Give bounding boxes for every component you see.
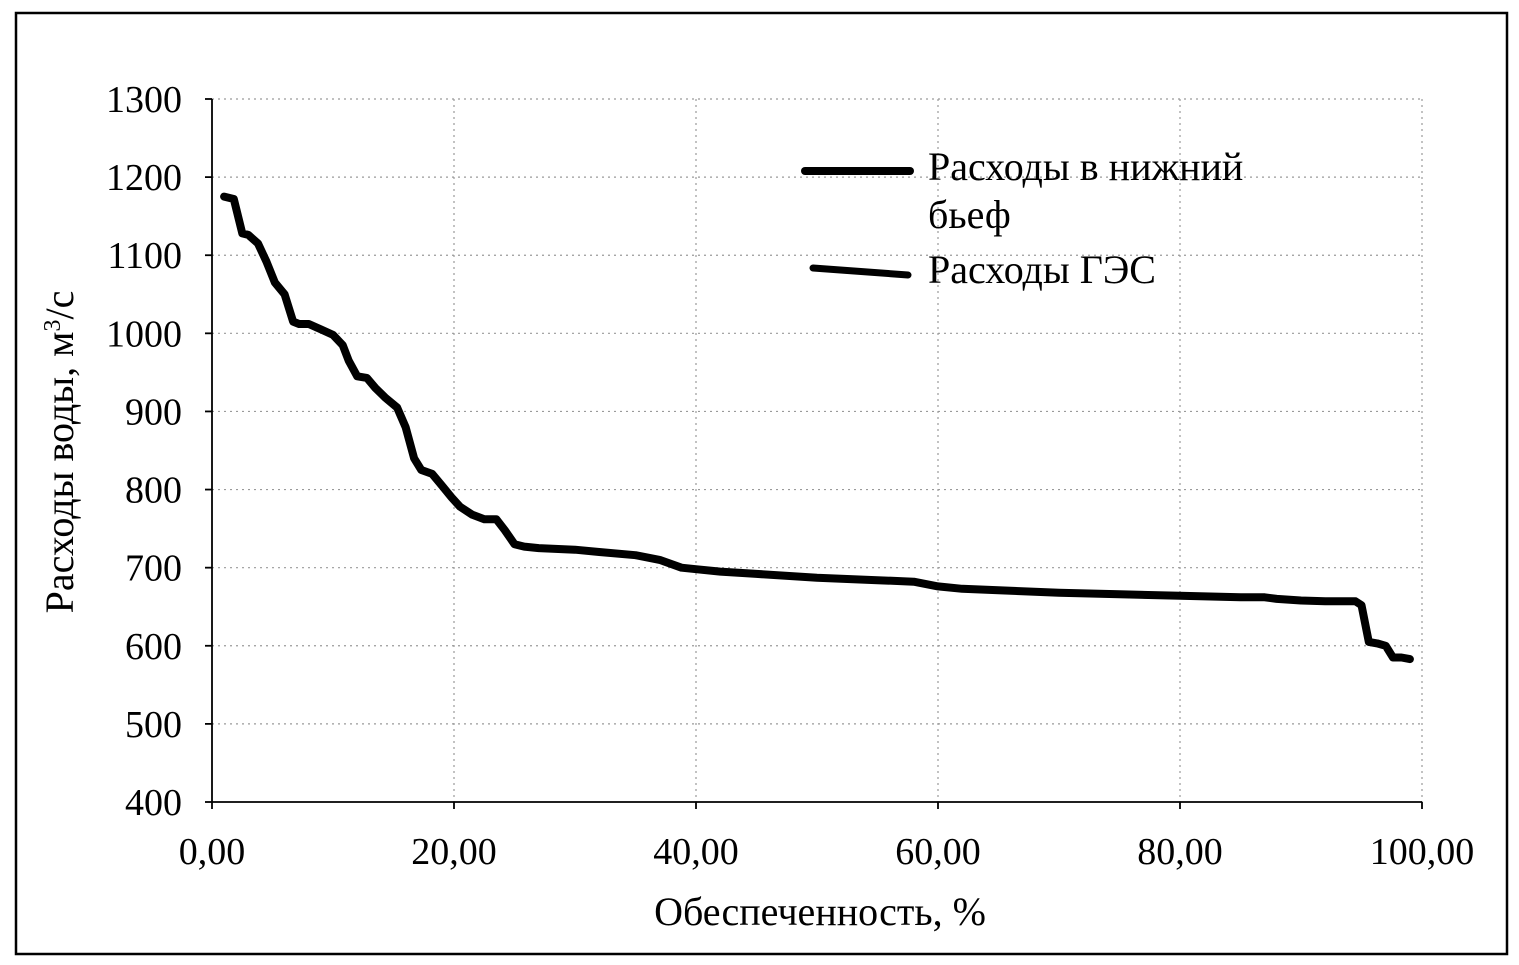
y-axis-title-superscript: 3 — [40, 320, 66, 332]
x-tick-label: 60,00 — [895, 831, 981, 873]
legend-label-nizhniy-bief-line2: бьеф — [928, 192, 1011, 237]
legend-swatch-ges — [809, 264, 912, 279]
x-tick-label: 0,00 — [179, 831, 246, 873]
x-tick-label: 40,00 — [653, 831, 739, 873]
y-tick-label: 600 — [125, 626, 182, 668]
y-tick-label: 1000 — [106, 313, 182, 355]
legend: Расходы в нижний бьеф Расходы ГЭС — [801, 144, 1243, 292]
y-axis-title: Расходы воды, м3/с — [37, 291, 82, 614]
x-tick-label: 80,00 — [1137, 831, 1223, 873]
series-line-0 — [220, 192, 1414, 664]
x-tick-labels: 0,00 20,00 40,00 60,00 80,00 100,00 — [179, 831, 1475, 873]
legend-label-ges: Расходы ГЭС — [928, 247, 1156, 292]
legend-label-nizhniy-bief-line1: Расходы в нижний — [928, 144, 1243, 189]
y-tick-labels: 400 500 600 700 800 900 1000 1100 1200 1300 — [106, 79, 182, 824]
y-axis-title-tail: /с — [37, 291, 82, 320]
y-tick-label: 1100 — [107, 235, 182, 277]
y-tick-label: 900 — [125, 391, 182, 433]
x-tick-label: 100,00 — [1370, 831, 1475, 873]
y-tick-label: 800 — [125, 470, 182, 512]
gridlines — [212, 98, 1423, 802]
y-axis-title-main: Расходы воды, м — [37, 332, 82, 614]
chart-frame — [14, 11, 1509, 956]
series-lines — [220, 192, 1414, 664]
x-tick-label: 20,00 — [411, 831, 497, 873]
y-tick-label: 1300 — [106, 79, 182, 121]
y-tick-label: 1200 — [106, 157, 182, 199]
y-tick-label: 400 — [125, 782, 182, 824]
y-tick-label: 500 — [125, 704, 182, 746]
x-axis-title: Обеспеченность, % — [654, 889, 986, 934]
axes — [205, 98, 1423, 809]
y-tick-label: 700 — [125, 548, 182, 590]
